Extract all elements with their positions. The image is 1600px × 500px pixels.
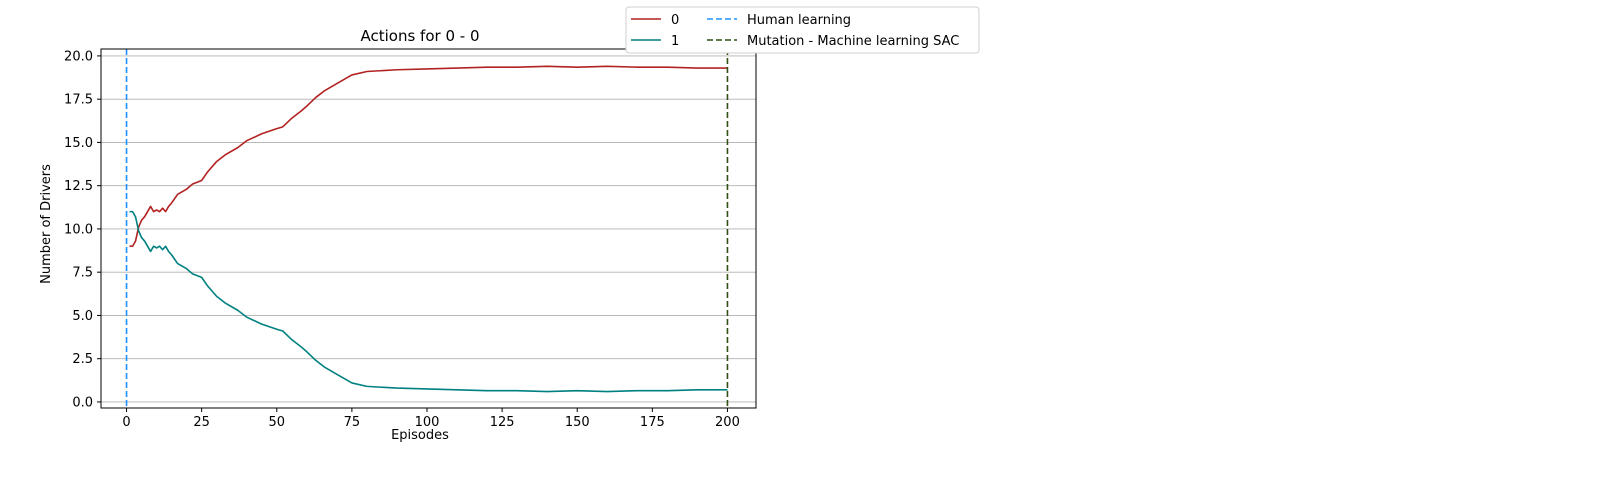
plot-area: 0 25 50 75 100 125 150 175 200 0.0 2.5 5.0 7.5 10.0 12… bbox=[64, 48, 757, 430]
y-tick-label: 5.0 bbox=[72, 309, 93, 324]
x-tick-label: 125 bbox=[490, 415, 515, 430]
x-tick-label: 200 bbox=[715, 415, 740, 430]
y-tick-label: 2.5 bbox=[72, 352, 93, 367]
x-axis-label: Episodes bbox=[391, 428, 449, 443]
legend-label-series-0: 0 bbox=[671, 13, 679, 28]
x-tick-label: 25 bbox=[193, 415, 210, 430]
x-tick-label: 75 bbox=[344, 415, 361, 430]
series-line-0 bbox=[129, 65, 728, 248]
x-tick-label: 50 bbox=[268, 415, 285, 430]
legend-label-mutation: Mutation - Machine learning SAC bbox=[747, 34, 959, 49]
legend-box bbox=[625, 6, 980, 54]
x-tick-label: 175 bbox=[640, 415, 665, 430]
x-tick-label: 0 bbox=[122, 415, 130, 430]
series-line-1 bbox=[129, 210, 728, 393]
axes-frame bbox=[100, 48, 757, 409]
y-tick-label: 20.0 bbox=[64, 49, 93, 64]
chart-title: Actions for 0 - 0 bbox=[361, 27, 480, 45]
legend: 0 1 Human learning Mutation - Machine learn… bbox=[625, 6, 980, 54]
y-axis-label: Number of Drivers bbox=[39, 164, 54, 284]
y-tick-label: 0.0 bbox=[72, 395, 93, 410]
y-tick-label: 15.0 bbox=[64, 136, 93, 151]
legend-label-human-learning: Human learning bbox=[747, 13, 851, 28]
y-tick-label: 17.5 bbox=[64, 93, 93, 108]
y-tick-label: 10.0 bbox=[64, 222, 93, 237]
x-tick-label: 100 bbox=[415, 415, 440, 430]
x-tick-label: 150 bbox=[565, 415, 590, 430]
y-tick-label: 12.5 bbox=[64, 179, 93, 194]
y-tick-label: 7.5 bbox=[72, 266, 93, 281]
legend-label-series-1: 1 bbox=[671, 34, 679, 49]
